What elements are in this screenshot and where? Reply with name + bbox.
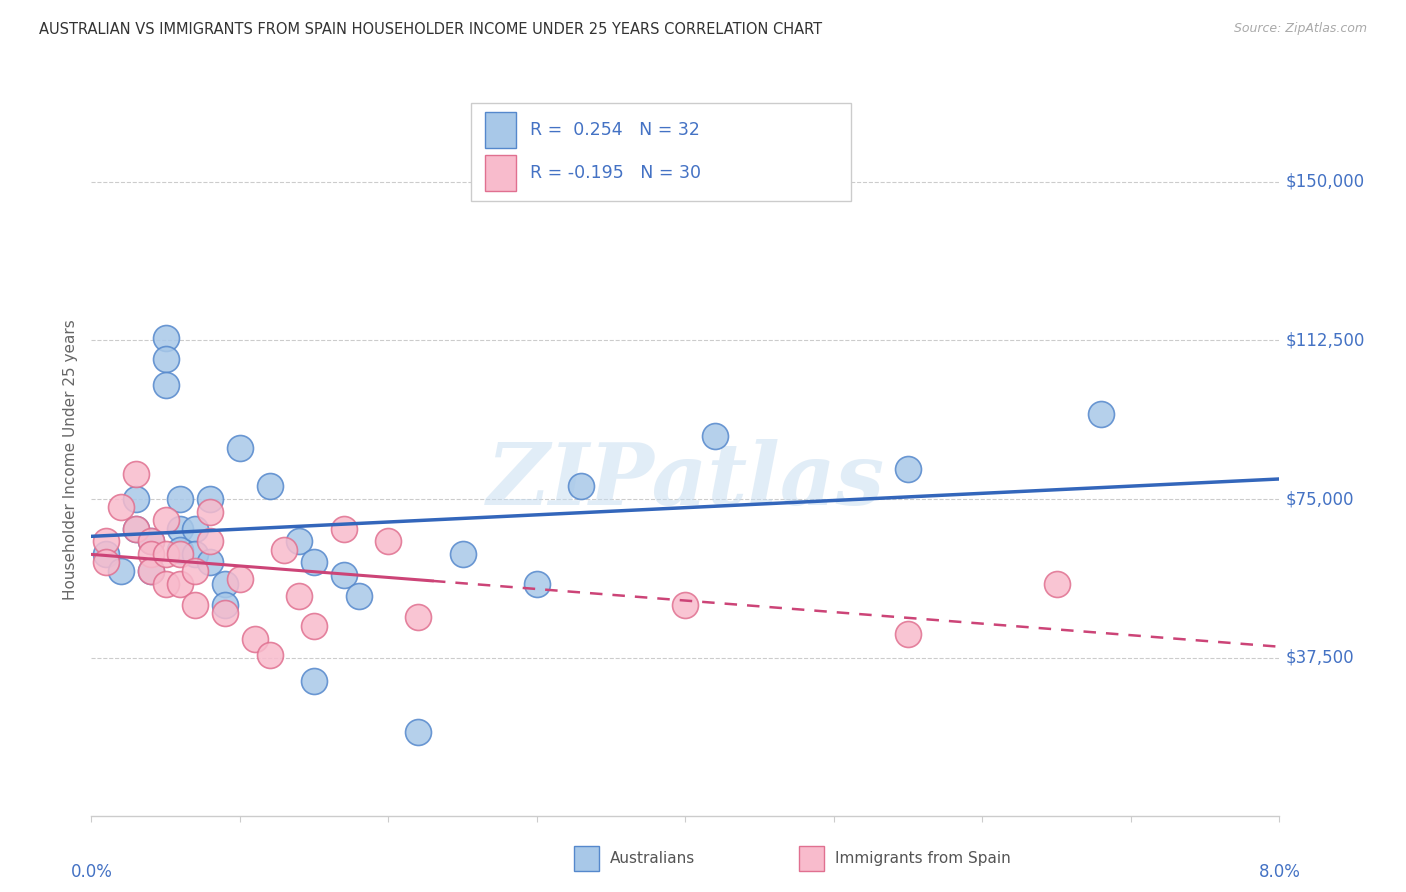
Point bbox=[214, 598, 236, 612]
Point bbox=[302, 556, 325, 570]
Point bbox=[169, 547, 191, 561]
Point bbox=[125, 522, 148, 536]
Point bbox=[704, 428, 727, 442]
Point bbox=[155, 513, 177, 527]
Point bbox=[1046, 576, 1069, 591]
Point bbox=[347, 589, 370, 603]
Point bbox=[571, 479, 593, 493]
Point bbox=[214, 576, 236, 591]
Point bbox=[155, 331, 177, 345]
Point bbox=[139, 547, 162, 561]
Point bbox=[259, 479, 281, 493]
Point bbox=[897, 462, 920, 476]
Point bbox=[200, 505, 222, 519]
Point bbox=[229, 442, 252, 456]
Point bbox=[96, 556, 118, 570]
Point bbox=[288, 589, 311, 603]
Point bbox=[125, 491, 148, 506]
Text: $37,500: $37,500 bbox=[1285, 648, 1354, 666]
Point bbox=[214, 606, 236, 620]
Point bbox=[96, 547, 118, 561]
Point bbox=[526, 576, 548, 591]
Point bbox=[897, 627, 920, 641]
Point bbox=[333, 522, 356, 536]
Point bbox=[333, 568, 356, 582]
Text: R =  0.254   N = 32: R = 0.254 N = 32 bbox=[530, 121, 700, 139]
Text: Australians: Australians bbox=[610, 851, 696, 865]
Point bbox=[200, 534, 222, 549]
Y-axis label: Householder Income Under 25 years: Householder Income Under 25 years bbox=[62, 319, 77, 599]
Point bbox=[110, 564, 132, 578]
Point bbox=[406, 610, 429, 624]
Point bbox=[673, 598, 696, 612]
Text: Source: ZipAtlas.com: Source: ZipAtlas.com bbox=[1233, 22, 1367, 36]
Point bbox=[259, 648, 281, 663]
Point bbox=[125, 467, 148, 481]
Text: ZIPatlas: ZIPatlas bbox=[486, 439, 884, 523]
Text: 0.0%: 0.0% bbox=[70, 863, 112, 880]
Point bbox=[406, 724, 429, 739]
Text: R = -0.195   N = 30: R = -0.195 N = 30 bbox=[530, 164, 702, 182]
Text: $150,000: $150,000 bbox=[1285, 173, 1365, 191]
Text: AUSTRALIAN VS IMMIGRANTS FROM SPAIN HOUSEHOLDER INCOME UNDER 25 YEARS CORRELATIO: AUSTRALIAN VS IMMIGRANTS FROM SPAIN HOUS… bbox=[39, 22, 823, 37]
Point bbox=[288, 534, 311, 549]
Point bbox=[229, 573, 252, 587]
Point bbox=[273, 542, 295, 557]
Point bbox=[139, 534, 162, 549]
Point bbox=[200, 491, 222, 506]
Text: Immigrants from Spain: Immigrants from Spain bbox=[835, 851, 1011, 865]
Point bbox=[139, 564, 162, 578]
Point bbox=[184, 522, 207, 536]
Point bbox=[184, 598, 207, 612]
Point bbox=[169, 542, 191, 557]
Point bbox=[139, 534, 162, 549]
Point bbox=[155, 547, 177, 561]
Text: 8.0%: 8.0% bbox=[1258, 863, 1301, 880]
Text: $112,500: $112,500 bbox=[1285, 332, 1365, 350]
Point bbox=[139, 564, 162, 578]
Point bbox=[302, 673, 325, 688]
Point bbox=[243, 632, 266, 646]
Point bbox=[377, 534, 399, 549]
Point bbox=[155, 377, 177, 392]
Point bbox=[200, 556, 222, 570]
Text: $75,000: $75,000 bbox=[1285, 490, 1354, 508]
Point bbox=[155, 352, 177, 367]
Point bbox=[169, 491, 191, 506]
Point bbox=[1090, 408, 1112, 422]
Point bbox=[110, 500, 132, 515]
Point bbox=[169, 522, 191, 536]
Point bbox=[184, 564, 207, 578]
Point bbox=[96, 534, 118, 549]
Point bbox=[184, 547, 207, 561]
Point bbox=[302, 619, 325, 633]
Point bbox=[125, 522, 148, 536]
Point bbox=[451, 547, 474, 561]
Point bbox=[155, 576, 177, 591]
Point bbox=[169, 576, 191, 591]
